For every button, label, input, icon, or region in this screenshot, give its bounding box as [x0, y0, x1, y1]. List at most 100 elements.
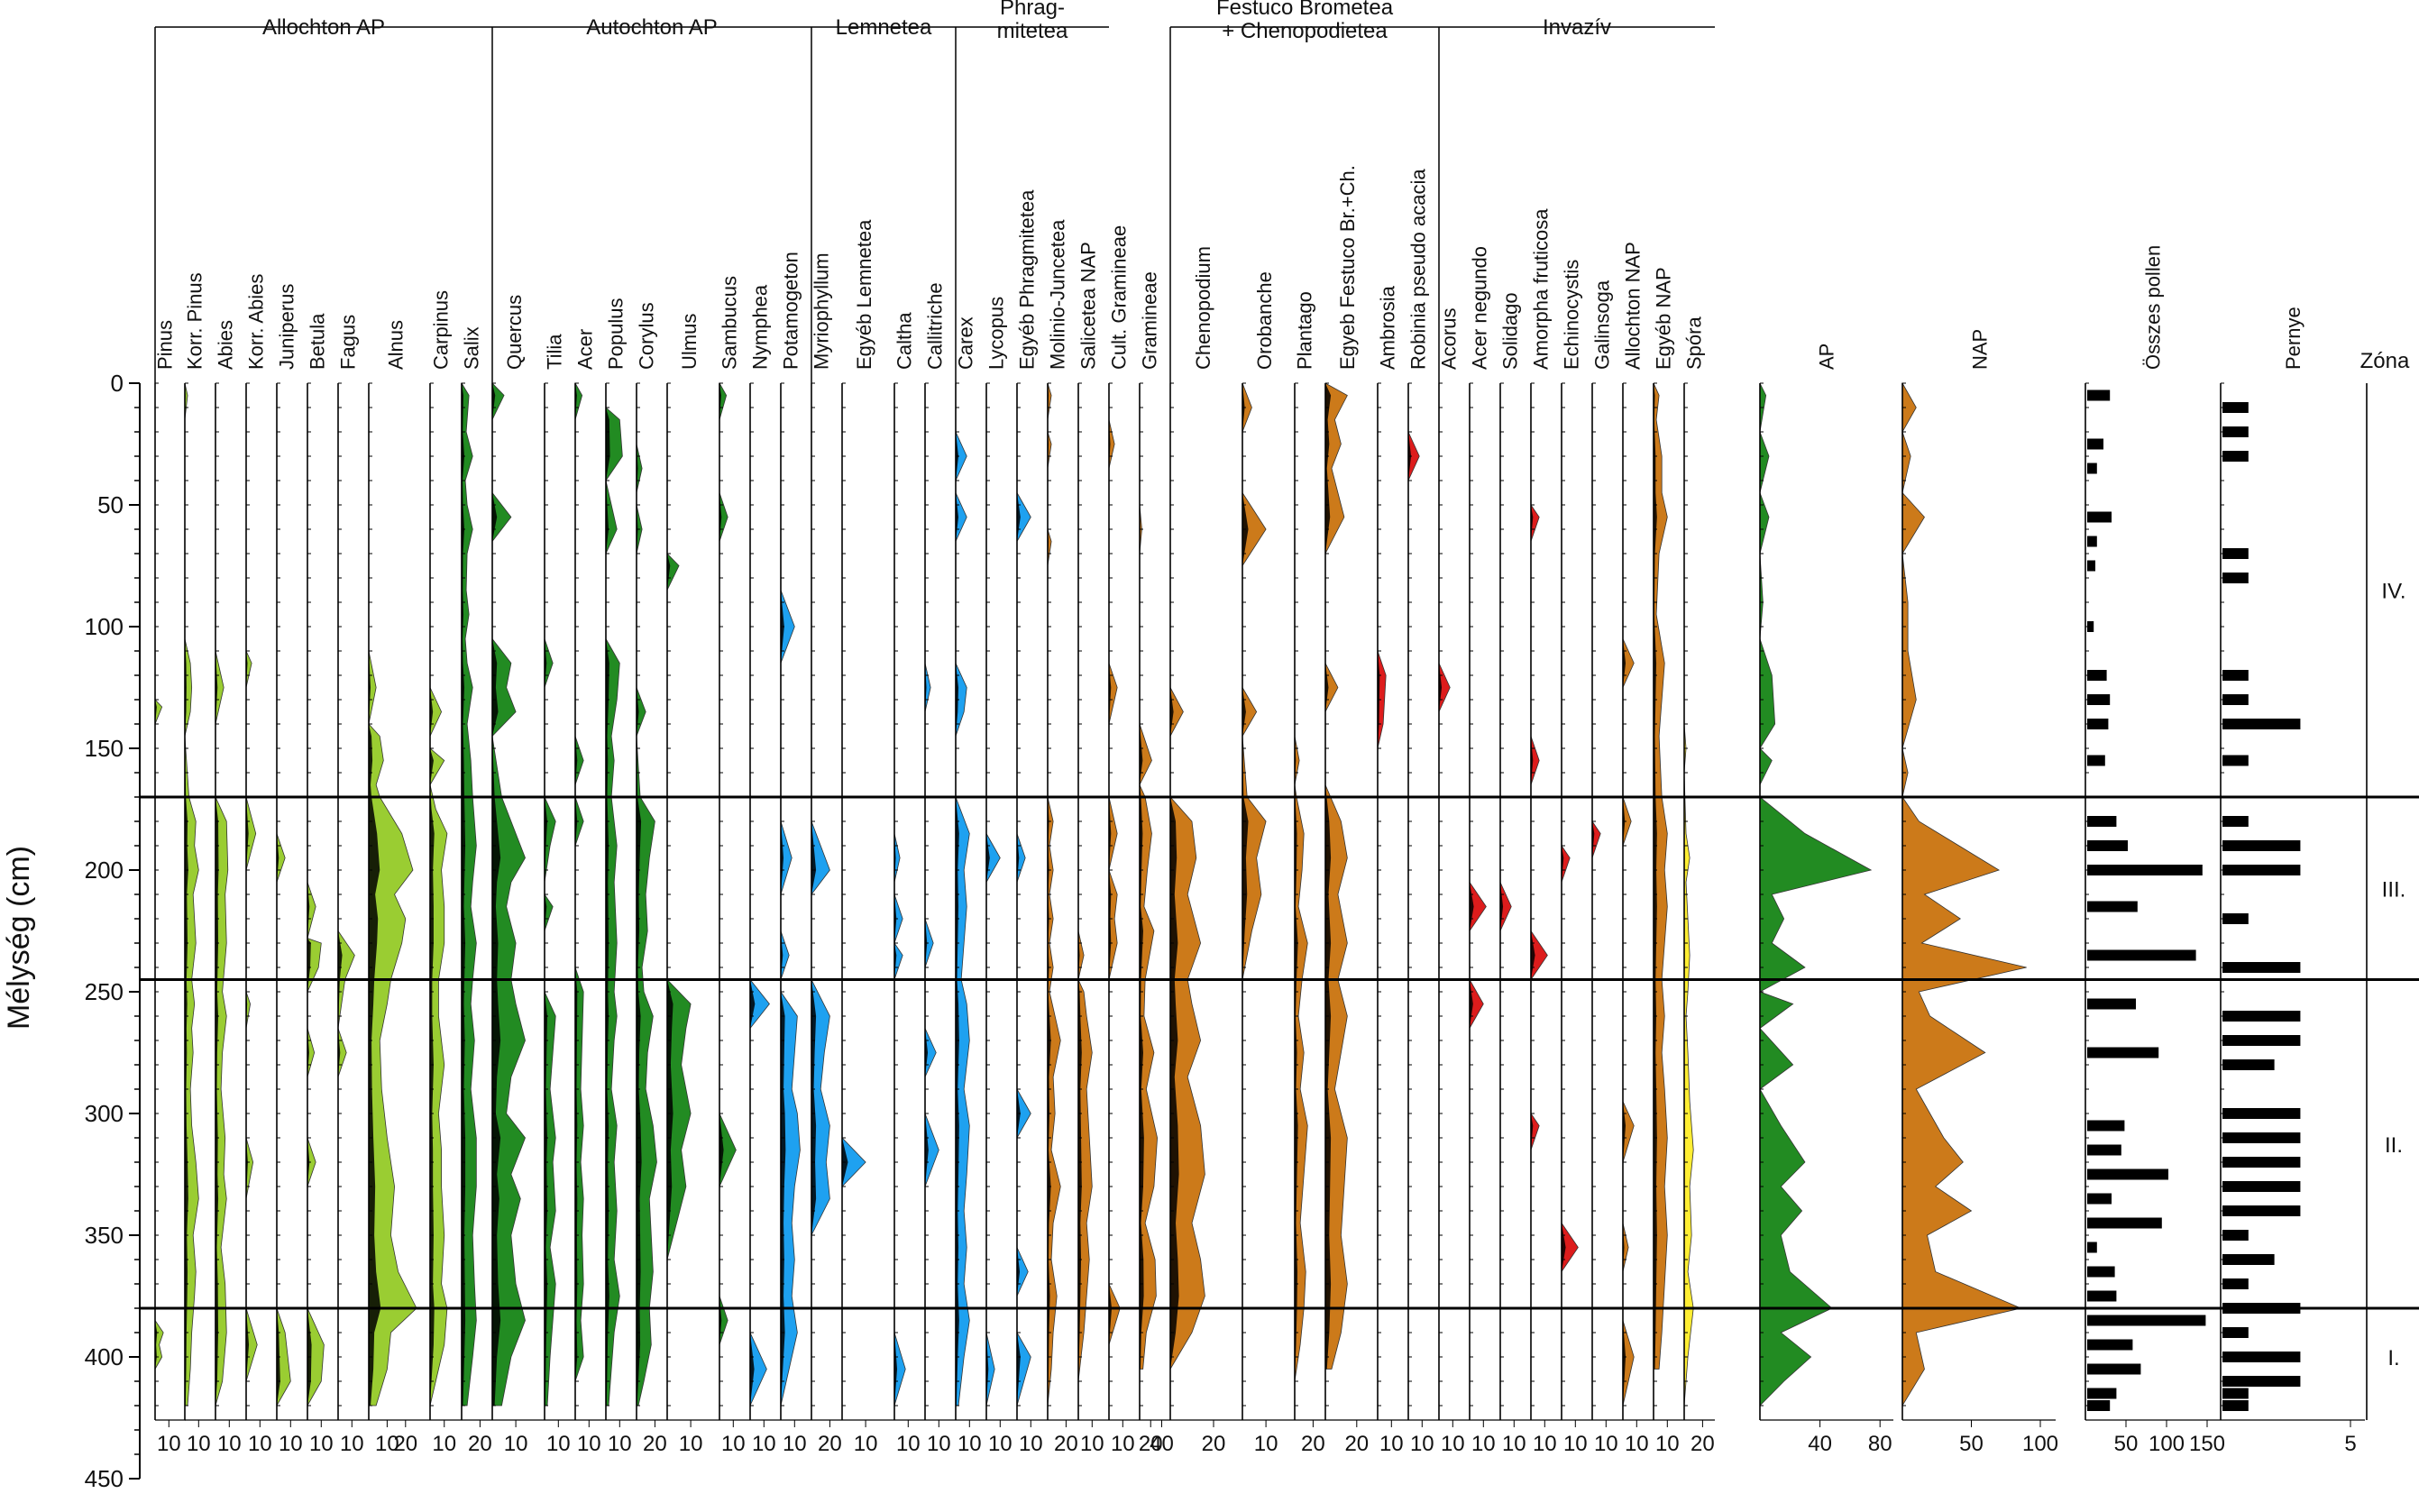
- series-name-korr-pinus: Korr. Pinus: [184, 272, 206, 370]
- bar-pernye: [2222, 1388, 2249, 1399]
- bar-pernye: [2222, 755, 2249, 766]
- x-tick-label-robinia-pseudo-acacia: 10: [1410, 1432, 1434, 1456]
- series-name-spora: Spóra: [1683, 316, 1706, 370]
- series-name-amorpha-fruticosa: Amorpha fruticosa: [1530, 208, 1553, 370]
- bar-pernye: [2222, 1011, 2301, 1022]
- x-tick-label-echinocystis: 10: [1563, 1432, 1588, 1456]
- core-chenopodium: [1170, 687, 1179, 1370]
- zone-boundaries: [140, 795, 2419, 1310]
- x-tick-label-carpinus: 10: [432, 1432, 456, 1456]
- area-abies: [215, 650, 229, 1407]
- series-name-salix: Salix: [461, 326, 483, 370]
- x-tick-label-quercus: 10: [504, 1432, 528, 1456]
- x-tick-label-osszes-pollen: 50: [2114, 1432, 2139, 1456]
- x-tick-label-sambucus: 10: [721, 1432, 746, 1456]
- bar-osszes-pollen: [2087, 1193, 2112, 1205]
- bar-osszes-pollen: [2087, 1400, 2111, 1411]
- series-name-chenopodium: Chenopodium: [1192, 246, 1214, 370]
- x-tick-label-ambrosia: 10: [1379, 1432, 1404, 1456]
- x-tick-label-gramineae: 40: [1150, 1432, 1174, 1456]
- series-name-egyeb-nap: Egyéb NAP: [1653, 267, 1675, 370]
- series-name-orobanche: Orobanche: [1253, 271, 1276, 370]
- series-name-nap: NAP: [1969, 329, 1992, 370]
- series-name-juniperus: Juniperus: [276, 284, 298, 370]
- x-tick-label-potamogeton: 10: [783, 1432, 807, 1456]
- area-populus: [605, 407, 623, 1407]
- x-tick-label-fagus: 10: [340, 1432, 364, 1456]
- series-name-fagus: Fagus: [337, 315, 360, 370]
- bar-osszes-pollen: [2087, 1120, 2125, 1132]
- x-tick-label-salix: 20: [468, 1432, 492, 1456]
- series-name-acer-negundo: Acer negundo: [1469, 246, 1491, 370]
- bar-osszes-pollen: [2087, 1168, 2168, 1180]
- series-name-acer: Acer: [574, 329, 597, 370]
- core-quercus: [492, 383, 501, 1406]
- bar-pernye: [2222, 402, 2249, 413]
- series-name-caltha: Caltha: [893, 312, 916, 370]
- area-cult-gramineae: [1108, 419, 1121, 1345]
- series-name-salicetea-nap: Salicetea NAP: [1077, 242, 1100, 370]
- x-tick-label-salicetea-nap: 10: [1080, 1432, 1104, 1456]
- area-nymphea: [749, 978, 770, 1407]
- x-tick-label-juniperus: 10: [279, 1432, 303, 1456]
- series-name-myriophyllum: Myriophyllum: [811, 252, 833, 370]
- series-name-tilia: Tilia: [544, 334, 566, 370]
- bar-pernye: [2222, 1230, 2249, 1241]
- bar-pernye: [2222, 1059, 2275, 1070]
- y-tick-label: 250: [85, 978, 124, 1005]
- bar-osszes-pollen: [2087, 1266, 2115, 1278]
- bar-osszes-pollen: [2087, 998, 2136, 1010]
- y-tick-label: 0: [111, 370, 124, 397]
- bar-pernye: [2222, 1376, 2301, 1387]
- core-ulmus: [667, 554, 673, 1260]
- series-name-echinocystis: Echinocystis: [1561, 260, 1583, 370]
- x-tick-label-nap: 100: [2022, 1432, 2058, 1456]
- bar-osszes-pollen: [2087, 621, 2094, 632]
- bar-osszes-pollen: [2087, 560, 2095, 572]
- bar-osszes-pollen: [2087, 719, 2109, 729]
- core-callitriche: [925, 663, 929, 1187]
- bar-pernye: [2222, 426, 2249, 437]
- bar-osszes-pollen: [2087, 1047, 2159, 1058]
- bar-osszes-pollen: [2087, 840, 2128, 851]
- x-tick-label-ulmus: 10: [679, 1432, 703, 1456]
- area-ap: [1759, 382, 1873, 1407]
- area-pinus: [154, 698, 164, 1371]
- bar-osszes-pollen: [2087, 1290, 2117, 1302]
- bar-pernye: [2222, 719, 2301, 729]
- zone-name: IV.: [2381, 580, 2405, 604]
- bar-osszes-pollen: [2087, 1242, 2097, 1253]
- area-amorpha-fruticosa: [1530, 503, 1548, 1150]
- area-nap: [1901, 381, 2027, 1407]
- bar-pernye: [2222, 1327, 2249, 1338]
- bar-osszes-pollen: [2087, 1363, 2141, 1375]
- y-axis-label: Mélység (cm): [2, 846, 36, 1030]
- series-name-plantago: Plantago: [1294, 291, 1316, 370]
- x-tick-label-orobanche: 10: [1254, 1432, 1278, 1456]
- series-name-abies: Abies: [215, 320, 237, 370]
- bar-pernye: [2222, 1278, 2249, 1289]
- series-name-ulmus: Ulmus: [678, 314, 701, 370]
- x-tick-label-ap: 80: [1868, 1432, 1892, 1456]
- series-name-populus: Populus: [605, 298, 628, 370]
- x-tick-label-osszes-pollen: 150: [2189, 1432, 2225, 1456]
- x-tick-label-nap: 50: [1959, 1432, 1984, 1456]
- bar-osszes-pollen: [2087, 511, 2112, 523]
- area-tilia: [544, 638, 556, 1407]
- core-alnus: [369, 651, 381, 1406]
- area-acer: [574, 381, 584, 1382]
- series-name-potamogeton: Potamogeton: [780, 252, 802, 370]
- area-callitriche: [924, 663, 939, 1187]
- series-name-egyeb-festuco-br-ch: Egyeb Festuco Br.+Ch.: [1336, 165, 1359, 370]
- x-tick-label-galinsoga: 10: [1594, 1432, 1618, 1456]
- axes: [129, 26, 2368, 1480]
- series-name-galinsoga: Galinsoga: [1591, 279, 1614, 370]
- bar-pernye: [2222, 1352, 2301, 1362]
- x-tick-label-korr-pinus: 10: [187, 1432, 211, 1456]
- x-tick-label-acer-negundo: 10: [1471, 1432, 1496, 1456]
- bar-pernye: [2222, 694, 2249, 705]
- series-name-sambucus: Sambucus: [719, 276, 741, 370]
- area-korr-pinus: [184, 382, 199, 1407]
- group-label-autochton-ap: Autochton AP: [586, 15, 717, 40]
